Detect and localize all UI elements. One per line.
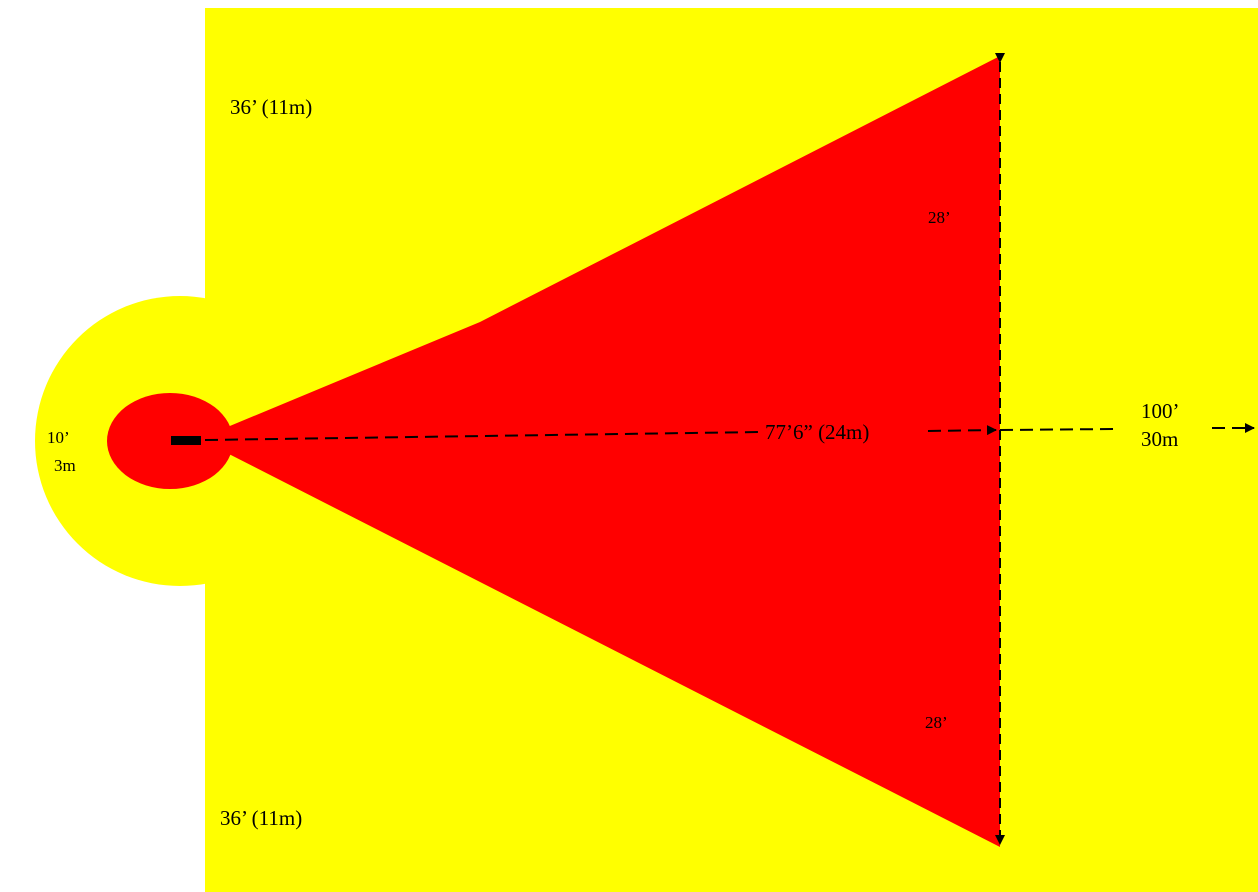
source-marker: [171, 436, 201, 445]
inner-cone-zone: [225, 56, 1000, 847]
rear-radius-ft-label: 10’: [47, 428, 70, 447]
rear-radius-m-label: 3m: [54, 456, 76, 475]
outer-range-m-label: 30m: [1141, 427, 1178, 451]
outer-range-ft-label: 100’: [1141, 399, 1180, 423]
bottom-side-label: 36’ (11m): [220, 806, 302, 830]
top-side-label: 36’ (11m): [230, 95, 312, 119]
upper-half-width-label: 28’: [928, 208, 951, 227]
inner-rear-zone: [107, 393, 233, 489]
cone-length-label: 77’6” (24m): [765, 420, 869, 444]
cone-length-line-b: [927, 425, 997, 436]
cone-length-line-a: [204, 431, 761, 441]
lower-half-width-label: 28’: [925, 713, 948, 732]
